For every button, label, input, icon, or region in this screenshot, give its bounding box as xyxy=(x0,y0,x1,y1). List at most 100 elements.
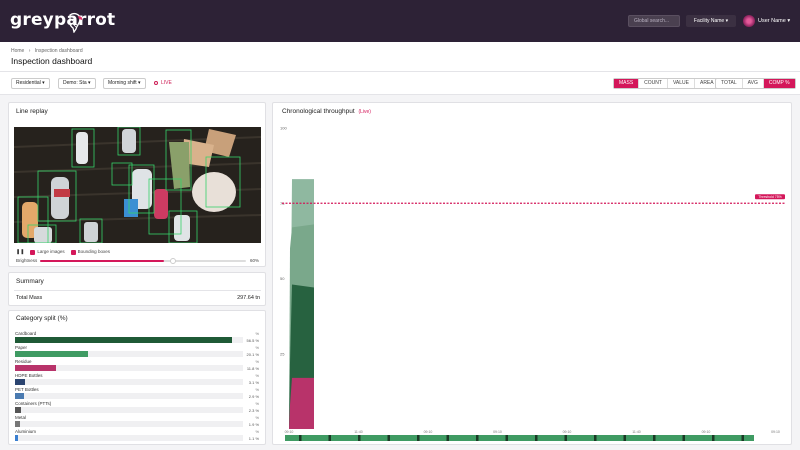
summary-value: 297.64 tn xyxy=(237,295,260,301)
category-unit: % xyxy=(255,373,259,378)
category-value: 1.1 % xyxy=(248,436,259,441)
category-value: 20.1 % xyxy=(246,352,259,357)
global-search-input[interactable]: Global search... xyxy=(628,15,680,27)
category-value: 11.8 % xyxy=(246,366,259,371)
category-bar-track xyxy=(15,365,243,371)
shift-dropdown[interactable]: Morning shift ▾ xyxy=(103,78,146,89)
throughput-live-tag: (Live) xyxy=(358,109,371,115)
breadcrumb-home[interactable]: Home xyxy=(11,48,25,54)
category-name: Metal xyxy=(15,415,27,420)
category-value: 2.9 % xyxy=(248,394,259,399)
aggregate-toggle: TOTAL AVG COMP % xyxy=(715,78,796,89)
category-bar xyxy=(15,407,21,413)
timeline-marker xyxy=(417,435,420,441)
category-name: Aluminium xyxy=(15,429,37,434)
demo-dropdown[interactable]: Demo: Sta ▾ xyxy=(58,78,96,89)
aggregate-avg-button[interactable]: AVG xyxy=(743,79,764,88)
timeline-marker xyxy=(741,435,744,441)
category-name: HDPE Bottles xyxy=(15,373,43,378)
timeline-marker xyxy=(328,435,331,441)
throughput-title-text: Chronological throughput xyxy=(282,108,355,115)
throughput-chart[interactable]: 100755025Threshold 75%09:1011:4009:1009:… xyxy=(276,102,792,445)
facility-dropdown[interactable]: Facility Name ▾ xyxy=(686,15,736,27)
brightness-knob[interactable] xyxy=(169,258,176,264)
timeline-brush xyxy=(285,435,754,441)
timeline-marker xyxy=(623,435,626,441)
category-bar-track xyxy=(15,337,243,343)
throughput-title: Chronological throughput (Live) xyxy=(282,108,371,115)
timeline-marker xyxy=(446,435,449,441)
category-unit: % xyxy=(255,331,259,336)
timeline-marker xyxy=(712,435,715,441)
timeline-marker xyxy=(358,435,361,441)
measure-area-button[interactable]: AREA xyxy=(699,80,714,86)
category-value: 56.5 % xyxy=(246,338,259,343)
category-value: 2.3 % xyxy=(248,408,259,413)
live-label: LIVE xyxy=(161,80,172,86)
breadcrumb: Home › Inspection dashboard xyxy=(11,48,86,54)
breadcrumb-separator: › xyxy=(28,48,31,54)
aggregate-total-button[interactable]: TOTAL xyxy=(716,79,743,88)
legend-large-images[interactable]: Large images xyxy=(30,249,65,255)
category-unit: % xyxy=(255,415,259,420)
x-tick-label: 09:10 xyxy=(493,430,502,434)
x-tick-label: 09:10 xyxy=(771,430,780,434)
timeline-marker xyxy=(476,435,479,441)
timeline-marker xyxy=(564,435,567,441)
measure-count-button[interactable]: COUNT xyxy=(639,79,668,88)
pause-icon[interactable]: ❚❚ xyxy=(16,249,25,255)
y-tick-label: 25 xyxy=(280,351,285,356)
category-name: Residue xyxy=(15,359,32,364)
category-bar-track xyxy=(15,393,243,399)
summary-panel xyxy=(8,272,266,306)
threshold-label: Threshold 75% xyxy=(758,195,782,199)
brightness-label: Brightness xyxy=(16,258,38,263)
replay-legend: ❚❚ Large images Bounding boxes xyxy=(16,249,110,255)
user-menu[interactable]: User Name ▾ xyxy=(758,18,791,24)
category-unit: % xyxy=(255,387,259,392)
x-tick-label: 11:40 xyxy=(354,430,363,434)
category-name: Containers (PTTs) xyxy=(15,401,52,406)
category-unit: % xyxy=(255,401,259,406)
category-bar-track xyxy=(15,435,243,441)
category-unit: % xyxy=(255,359,259,364)
summary-divider xyxy=(14,290,261,291)
summary-label: Total Mass xyxy=(16,295,43,301)
line-replay-title: Line replay xyxy=(16,108,48,115)
y-tick-label: 50 xyxy=(280,276,285,281)
timeline-marker xyxy=(387,435,390,441)
x-tick-label: 09:10 xyxy=(563,430,572,434)
top-navbar xyxy=(0,0,800,42)
category-bar-track xyxy=(15,407,243,413)
legend-bounding-boxes-label: Bounding boxes xyxy=(77,249,110,255)
timeline-marker xyxy=(505,435,508,441)
stream-dropdown[interactable]: Residential ▾ xyxy=(11,78,50,89)
aggregate-comp-button[interactable]: COMP % xyxy=(763,79,795,88)
breadcrumb-current: Inspection dashboard xyxy=(34,48,83,54)
measure-mass-button[interactable]: MASS xyxy=(614,79,640,88)
category-bar xyxy=(15,421,20,427)
avatar[interactable] xyxy=(743,15,755,27)
x-tick-label: 09:10 xyxy=(285,430,294,434)
category-bar xyxy=(15,351,88,357)
live-indicator[interactable]: LIVE xyxy=(154,78,172,89)
category-bar-track xyxy=(15,421,243,427)
brightness-slider[interactable] xyxy=(40,258,246,264)
category-unit: % xyxy=(255,345,259,350)
summary-row: Total Mass 297.64 tn xyxy=(16,295,260,301)
legend-bounding-boxes[interactable]: Bounding boxes xyxy=(70,249,110,255)
bounding-boxes-swatch xyxy=(70,249,76,255)
x-tick-label: 11:40 xyxy=(632,430,641,434)
category-split-title: Category split (%) xyxy=(16,315,68,322)
page-title: Inspection dashboard xyxy=(11,56,93,66)
timeline-marker xyxy=(535,435,538,441)
page-header xyxy=(0,42,800,72)
brand-logo[interactable]: greyparrot xyxy=(10,10,116,30)
measure-toggle: MASS COUNT VALUE AREA xyxy=(613,78,720,89)
category-bar-track xyxy=(15,379,243,385)
x-tick-label: 09:10 xyxy=(702,430,711,434)
filter-bar xyxy=(0,72,800,95)
summary-title: Summary xyxy=(16,278,44,285)
measure-value-button[interactable]: VALUE xyxy=(668,79,695,88)
line-replay-image[interactable] xyxy=(14,127,261,243)
